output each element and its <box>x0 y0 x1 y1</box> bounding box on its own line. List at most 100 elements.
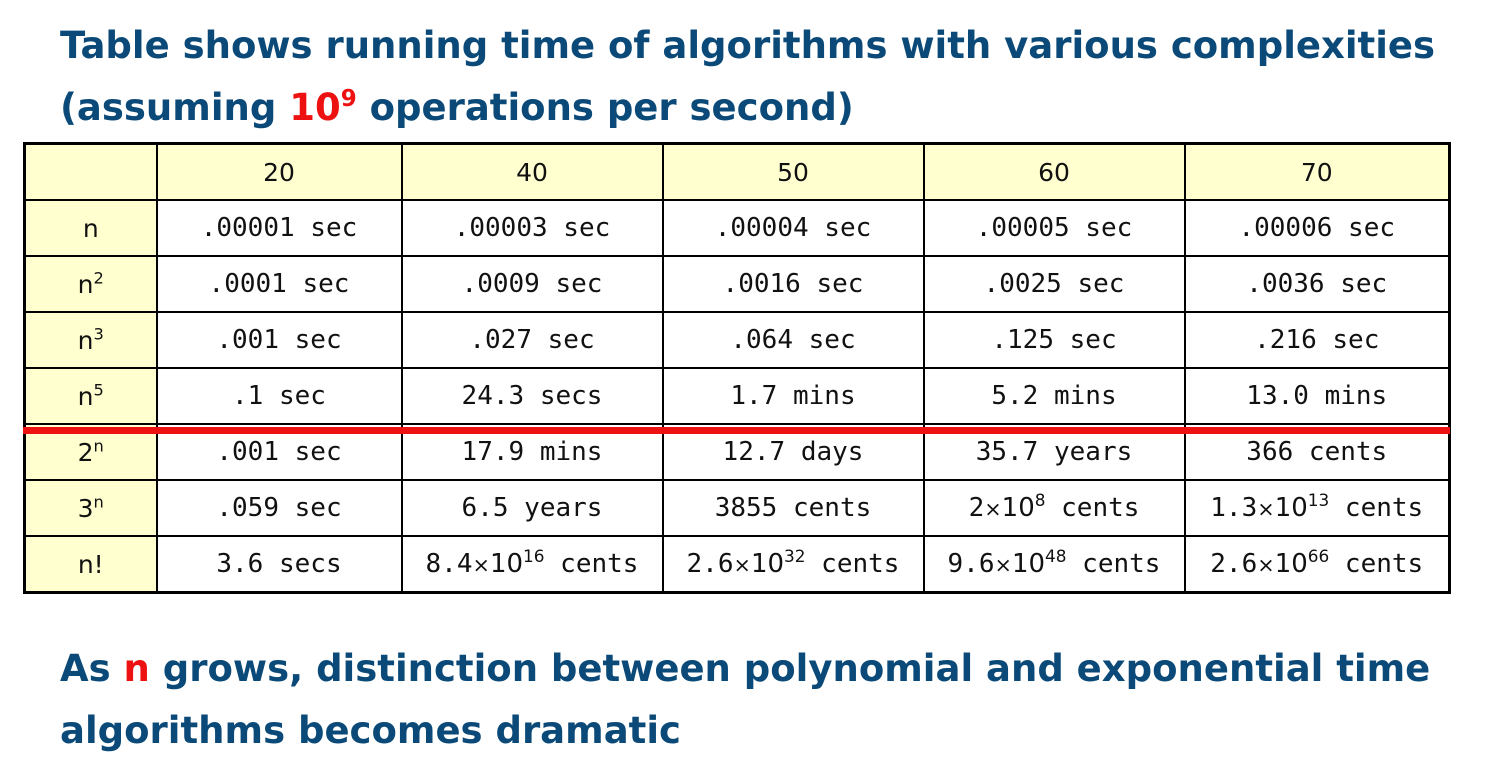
column-header-n-40: 40 <box>400 142 664 201</box>
complexity-base: 3 <box>77 493 94 523</box>
running-time-cell: .064 sec <box>661 311 925 369</box>
time-unit: cents <box>1329 493 1424 523</box>
power-base: 10 <box>750 549 785 579</box>
conclusion-prefix: As <box>60 647 124 690</box>
row-header-complexity: n! <box>23 535 158 594</box>
row-header-complexity: 3n <box>23 479 158 537</box>
column-header-n-50: 50 <box>661 142 925 201</box>
column-header-n-60: 60 <box>922 142 1186 201</box>
running-time-cell: 9.6×1048 cents <box>922 535 1186 594</box>
running-time-cell: .0036 sec <box>1183 255 1451 313</box>
slide-conclusion: As n grows, distinction between polynomi… <box>60 638 1430 762</box>
power-exponent: 16 <box>523 545 545 566</box>
power-base: 10 <box>1001 493 1035 523</box>
running-time-cell: .0025 sec <box>922 255 1186 313</box>
running-time-cell: .00001 sec <box>155 199 403 257</box>
complexity-exponent: n <box>93 435 104 455</box>
power-exponent: 13 <box>1307 489 1330 510</box>
column-header-n-70: 70 <box>1183 142 1451 201</box>
running-time-cell: .00005 sec <box>922 199 1186 257</box>
running-time-cell: 1.3×1013 cents <box>1183 479 1451 537</box>
running-time-cell: 13.0 mins <box>1183 367 1451 425</box>
title-line-2-prefix: (assuming <box>60 86 290 129</box>
table-header-row: 20 40 50 60 70 <box>23 142 1451 201</box>
complexity-base: n <box>77 269 94 299</box>
complexity-base: n <box>77 325 94 355</box>
running-time-table: 20 40 50 60 70 n .00001 sec .00003 sec .00004 se… <box>23 142 1451 594</box>
complexity-base: n! <box>77 549 104 579</box>
table-row: n3.001 sec .027 sec .064 sec .125 sec .216 s… <box>23 311 1451 369</box>
corner-cell <box>23 142 158 201</box>
table-row: n2.0001 sec .0009 sec .0016 sec .0025 sec .0… <box>23 255 1451 313</box>
running-time-cell: .00003 sec <box>400 199 664 257</box>
ops-exponent: 9 <box>340 85 357 112</box>
complexity-exponent: 5 <box>93 379 104 399</box>
times-sign: × <box>1257 497 1275 521</box>
running-time-cell: 2.6×1032 cents <box>661 535 925 594</box>
row-header-complexity: n3 <box>23 311 158 369</box>
time-unit: cents <box>1045 493 1140 523</box>
running-time-cell: 2.6×1066 cents <box>1183 535 1451 594</box>
power-base: 10 <box>1274 549 1308 579</box>
running-time-cell: 24.3 secs <box>400 367 664 425</box>
slide-title: Table shows running time of algorithms w… <box>60 15 1435 139</box>
complexity-exponent: 3 <box>93 323 104 343</box>
row-header-complexity: n5 <box>23 367 158 425</box>
table-body: 20 40 50 60 70 n .00001 sec .00003 sec .00004 se… <box>23 142 1451 594</box>
time-mantissa: 1.3 <box>1210 493 1258 523</box>
ops-base: 10 <box>289 86 341 129</box>
title-line-1: Table shows running time of algorithms w… <box>60 24 1436 67</box>
times-sign: × <box>1257 553 1275 577</box>
running-time-cell: .0016 sec <box>661 255 925 313</box>
complexity-base: 2 <box>77 437 94 467</box>
complexity-exponent: 2 <box>93 267 104 287</box>
time-mantissa: 2.6 <box>1210 549 1258 579</box>
running-time-cell: .027 sec <box>400 311 664 369</box>
table-row: 3n .059 sec 6.5 years 3855 cents 2×108 cents… <box>23 479 1451 537</box>
power-exponent: 48 <box>1045 545 1067 566</box>
row-header-complexity: n2 <box>23 255 158 313</box>
polynomial-exponential-divider <box>23 427 1450 434</box>
times-sign: × <box>472 553 490 577</box>
running-time-cell: 3.6 secs <box>155 535 403 594</box>
running-time-cell: .1 sec <box>155 367 403 425</box>
running-time-cell: 1.7 mins <box>661 367 925 425</box>
times-sign: × <box>984 497 1002 521</box>
running-time-cell: .0009 sec <box>400 255 664 313</box>
times-sign: × <box>733 553 751 577</box>
running-time-cell: 5.2 mins <box>922 367 1186 425</box>
power-exponent: 8 <box>1034 489 1046 510</box>
complexity-base: n <box>77 381 94 411</box>
title-line-2-suffix: operations per second) <box>356 86 854 129</box>
running-time-cell: .001 sec <box>155 311 403 369</box>
ops-per-second-value: 109 <box>289 86 356 129</box>
conclusion-highlight-n: n <box>123 647 150 690</box>
table-row: n5.1 sec 24.3 secs 1.7 mins 5.2 mins 13.0 mi… <box>23 367 1451 425</box>
running-time-cell: .216 sec <box>1183 311 1451 369</box>
time-mantissa: 9.6 <box>947 549 995 579</box>
running-time-cell: 6.5 years <box>400 479 664 537</box>
power-base: 10 <box>1011 549 1046 579</box>
time-unit: cents <box>1066 549 1161 579</box>
table-row: n .00001 sec .00003 sec .00004 sec .00005 se… <box>23 199 1451 257</box>
column-header-n-20: 20 <box>155 142 403 201</box>
conclusion-line-2: algorithms becomes dramatic <box>60 709 681 752</box>
row-header-complexity: n <box>23 199 158 257</box>
power-base: 10 <box>1274 493 1308 523</box>
time-unit: cents <box>1329 549 1424 579</box>
table-row: n! 3.6 secs 8.4×1016 cents 2.6×1032 cents 9.… <box>23 535 1451 594</box>
conclusion-line-1: As n grows, distinction between polynomi… <box>60 638 1430 700</box>
time-mantissa: 2.6 <box>686 549 734 579</box>
running-time-cell: 3855 cents <box>661 479 925 537</box>
running-time-cell: .00004 sec <box>661 199 925 257</box>
running-time-cell: .0001 sec <box>155 255 403 313</box>
power-base: 10 <box>489 549 524 579</box>
running-time-cell: 8.4×1016 cents <box>400 535 664 594</box>
running-time-cell: .125 sec <box>922 311 1186 369</box>
time-unit: cents <box>805 549 900 579</box>
conclusion-suffix: grows, distinction between polynomial an… <box>149 647 1431 690</box>
time-mantissa: 8.4 <box>425 549 473 579</box>
power-exponent: 32 <box>784 545 806 566</box>
complexity-base: n <box>82 213 99 243</box>
time-mantissa: 2 <box>968 493 985 523</box>
